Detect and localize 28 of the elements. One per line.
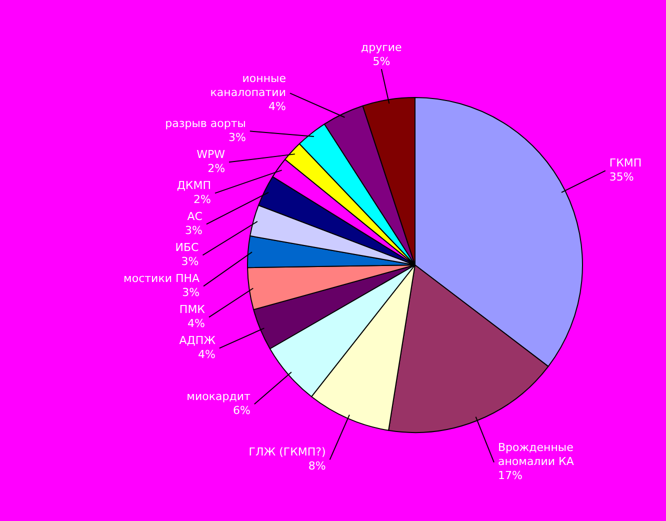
data-label: 3%: [185, 224, 202, 238]
data-label: 3%: [228, 131, 246, 144]
slice-label: ДКМП: [176, 179, 212, 192]
slice-label: миокардит: [186, 390, 251, 404]
data-label: 2%: [208, 162, 226, 176]
slice-label: АДПЖ: [179, 334, 216, 348]
slice-label: ГКМП: [609, 156, 642, 170]
data-label: 4%: [188, 317, 206, 330]
slice-label: другие: [361, 41, 402, 54]
slice-label: разрыв аорты: [165, 117, 246, 130]
slice-label: ионные каналопатии: [210, 72, 286, 100]
data-label: 3%: [181, 255, 199, 268]
data-label: 5%: [372, 55, 390, 68]
data-label: 2%: [194, 193, 212, 206]
data-label: 17%: [498, 469, 522, 482]
slice-label: Врожденные аномалии КА: [498, 441, 574, 468]
data-label: 35%: [609, 170, 634, 184]
data-label: 4%: [198, 348, 216, 362]
slice-label: мостики ПНА: [124, 272, 200, 286]
slice-label: WPW: [196, 148, 226, 162]
slice-label: ИБС: [175, 241, 200, 254]
slice-label: ПМК: [179, 303, 206, 316]
data-label: 4%: [268, 100, 286, 114]
slice-label: АС: [187, 210, 203, 224]
data-label: 6%: [232, 404, 250, 418]
data-label: 3%: [182, 286, 200, 300]
data-label: 8%: [308, 460, 326, 473]
slice-label: ГЛЖ (ГКМП?): [248, 446, 326, 459]
